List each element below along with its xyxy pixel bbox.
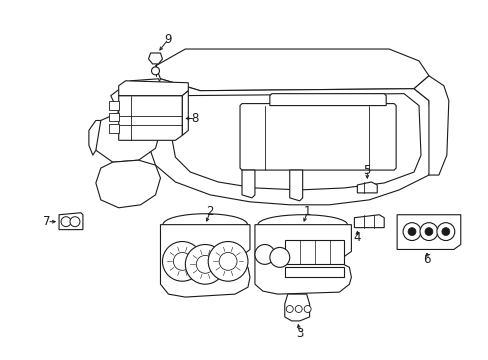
Polygon shape bbox=[284, 267, 344, 277]
Polygon shape bbox=[170, 94, 420, 190]
Polygon shape bbox=[155, 49, 428, 91]
Polygon shape bbox=[289, 170, 302, 201]
Polygon shape bbox=[108, 113, 119, 121]
Polygon shape bbox=[396, 215, 460, 249]
Polygon shape bbox=[182, 91, 188, 135]
Circle shape bbox=[219, 252, 237, 270]
Polygon shape bbox=[242, 170, 254, 198]
Circle shape bbox=[70, 217, 80, 227]
Circle shape bbox=[436, 223, 454, 240]
Text: 6: 6 bbox=[422, 253, 430, 266]
Polygon shape bbox=[357, 182, 376, 193]
Polygon shape bbox=[59, 213, 83, 230]
Circle shape bbox=[304, 306, 310, 312]
Circle shape bbox=[295, 306, 302, 312]
Polygon shape bbox=[89, 121, 101, 155]
Circle shape bbox=[407, 228, 415, 235]
Text: 9: 9 bbox=[164, 33, 172, 46]
Text: 3: 3 bbox=[295, 327, 303, 340]
Text: 7: 7 bbox=[43, 215, 51, 228]
Circle shape bbox=[424, 228, 432, 235]
Text: 2: 2 bbox=[206, 205, 214, 218]
Circle shape bbox=[162, 242, 202, 281]
Polygon shape bbox=[160, 225, 249, 297]
Circle shape bbox=[151, 67, 159, 75]
Text: 4: 4 bbox=[353, 231, 360, 244]
Polygon shape bbox=[93, 111, 160, 162]
Polygon shape bbox=[96, 160, 160, 208]
Polygon shape bbox=[108, 125, 119, 133]
Polygon shape bbox=[111, 79, 162, 113]
Text: 1: 1 bbox=[303, 205, 311, 218]
Circle shape bbox=[441, 228, 449, 235]
Circle shape bbox=[61, 217, 71, 227]
Text: 5: 5 bbox=[363, 163, 370, 176]
Polygon shape bbox=[240, 104, 395, 170]
Circle shape bbox=[269, 247, 289, 267]
Circle shape bbox=[173, 252, 191, 270]
Circle shape bbox=[185, 244, 224, 284]
Polygon shape bbox=[284, 294, 309, 321]
Polygon shape bbox=[269, 94, 386, 105]
Circle shape bbox=[419, 223, 437, 240]
Polygon shape bbox=[119, 96, 182, 140]
Circle shape bbox=[208, 242, 247, 281]
Polygon shape bbox=[148, 79, 433, 205]
Circle shape bbox=[285, 306, 293, 312]
Polygon shape bbox=[254, 225, 351, 294]
Polygon shape bbox=[284, 239, 344, 264]
Text: 8: 8 bbox=[191, 112, 199, 125]
Polygon shape bbox=[108, 100, 119, 109]
Polygon shape bbox=[119, 81, 188, 96]
Polygon shape bbox=[413, 76, 448, 175]
Polygon shape bbox=[354, 215, 384, 228]
Circle shape bbox=[254, 244, 274, 264]
Circle shape bbox=[402, 223, 420, 240]
Circle shape bbox=[196, 255, 214, 273]
Polygon shape bbox=[148, 53, 162, 64]
